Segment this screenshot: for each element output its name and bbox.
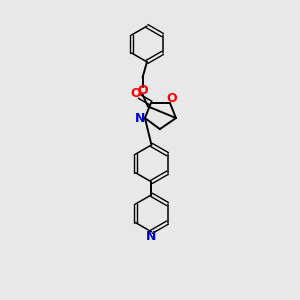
Text: O: O bbox=[130, 87, 141, 100]
Text: N: N bbox=[135, 112, 145, 124]
Text: O: O bbox=[137, 84, 148, 98]
Text: O: O bbox=[166, 92, 177, 105]
Text: N: N bbox=[146, 230, 157, 243]
